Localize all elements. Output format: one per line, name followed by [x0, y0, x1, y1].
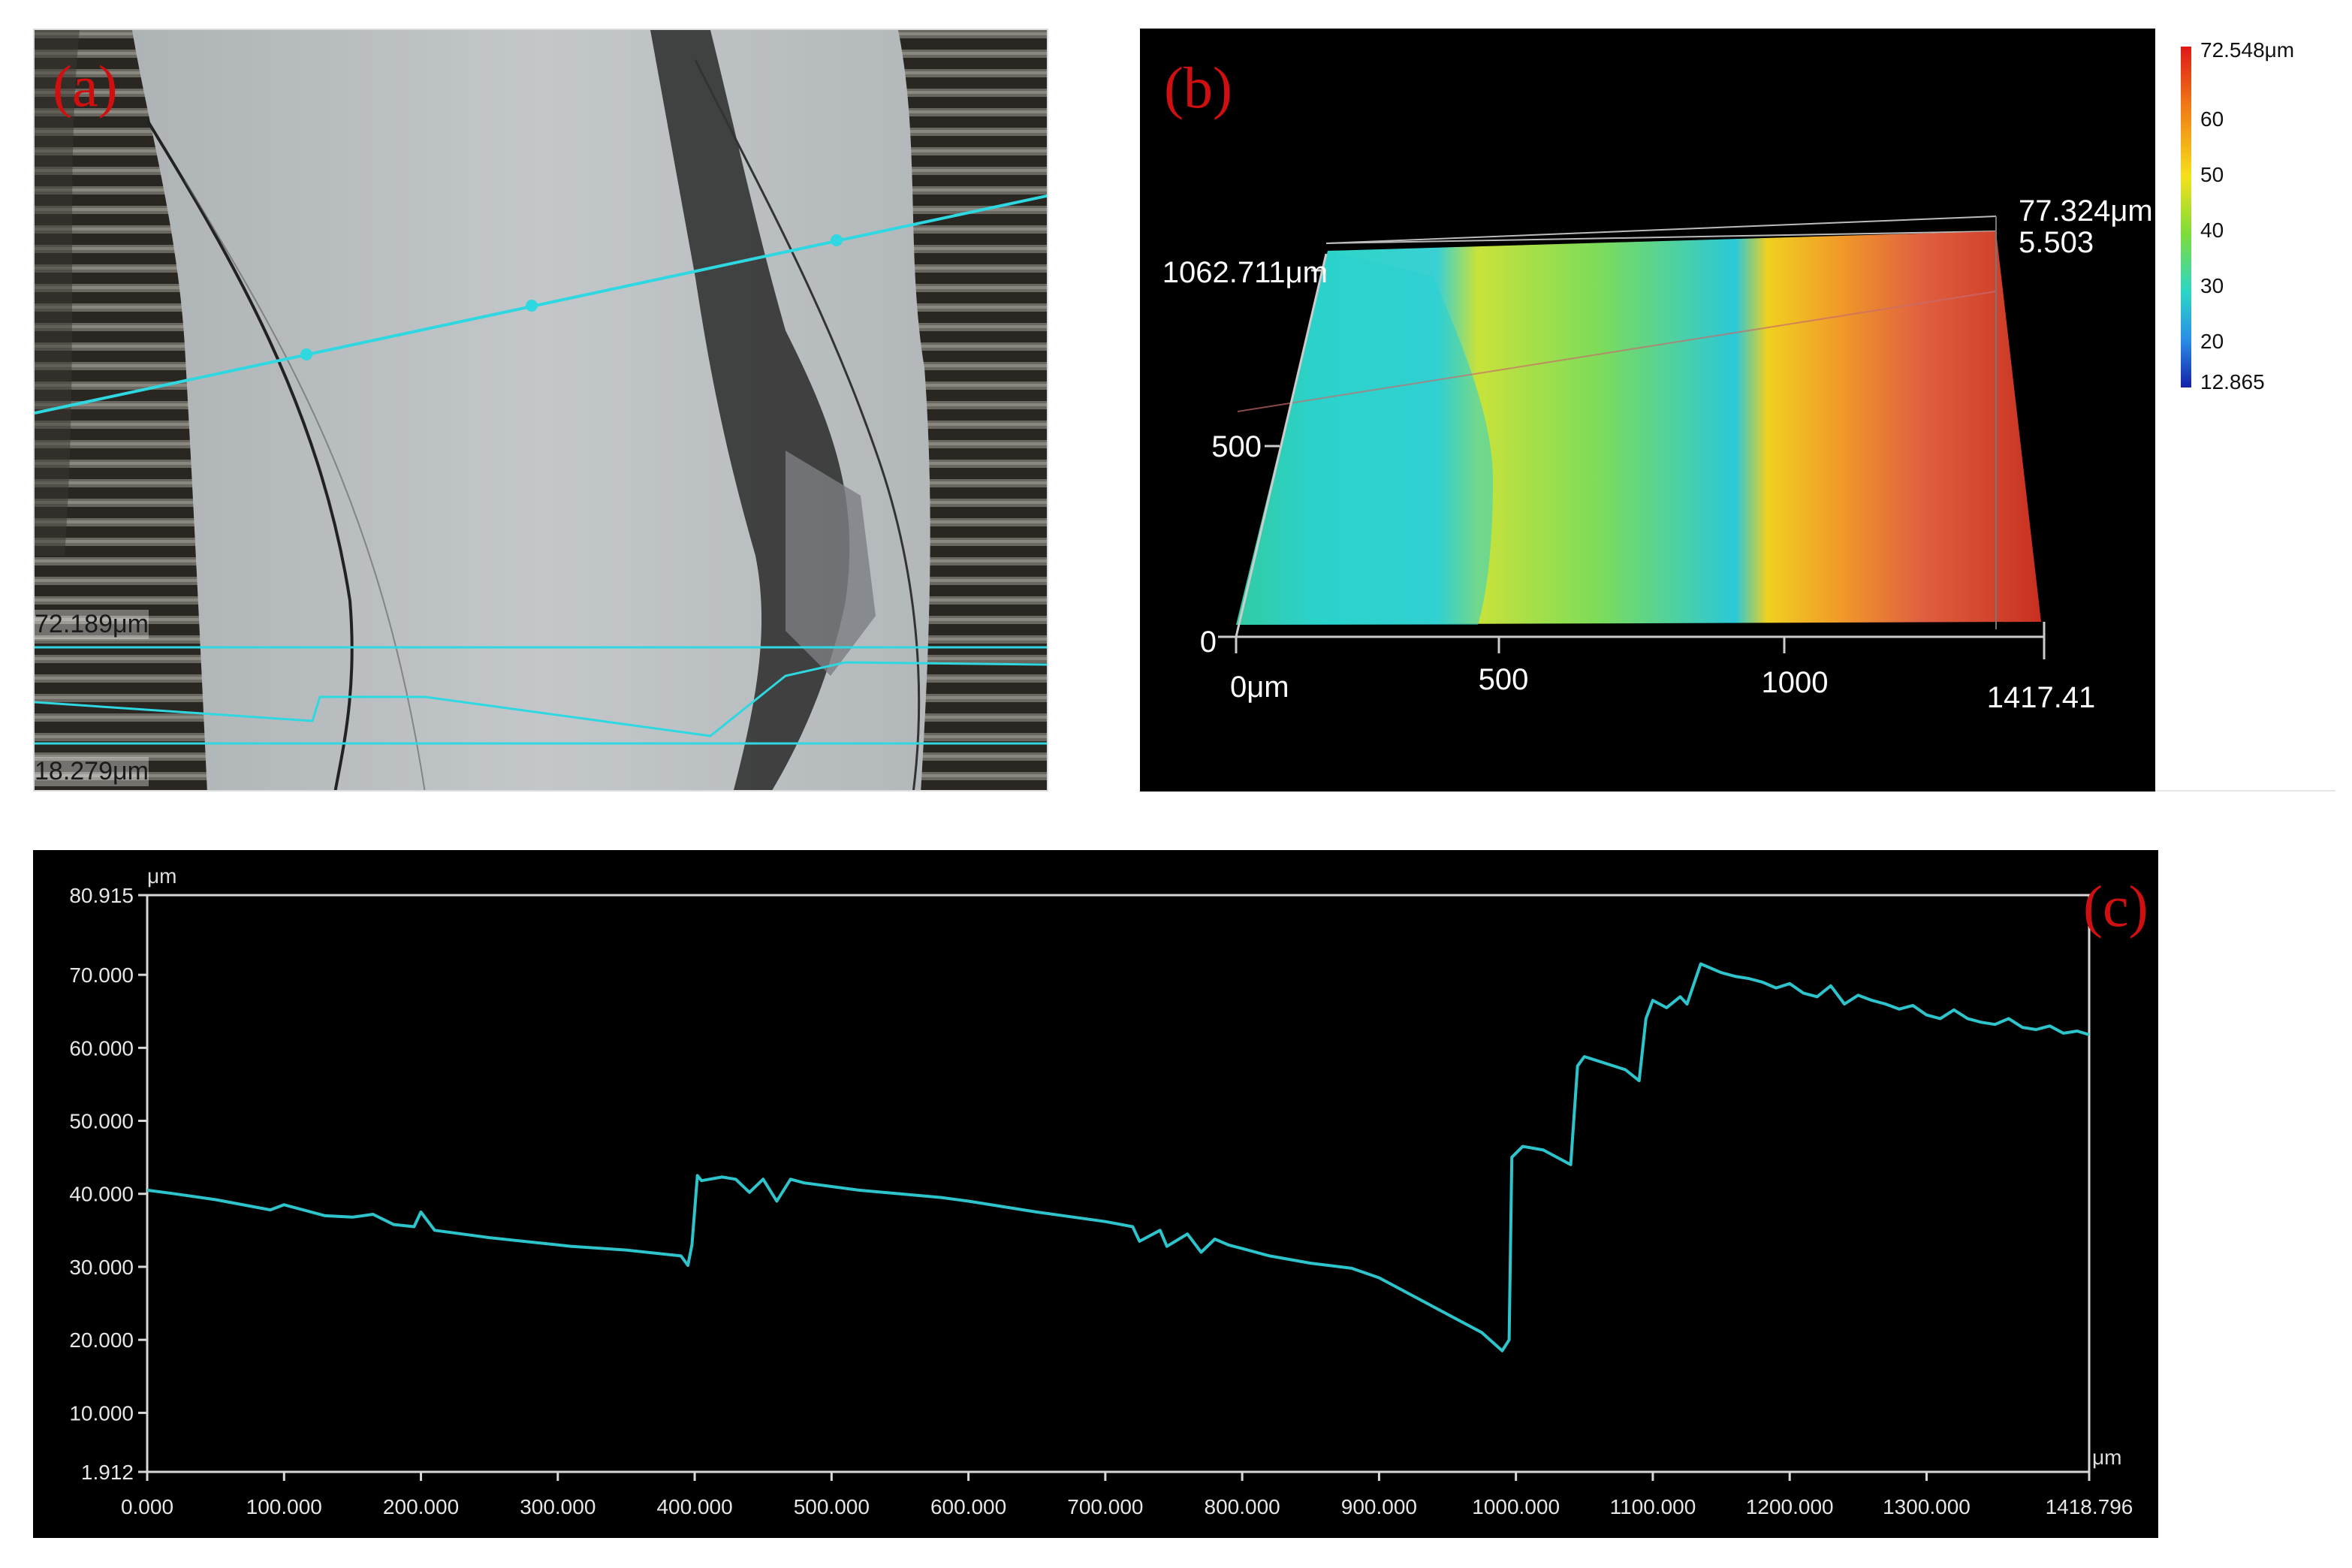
x-tick-label: 1300.000 — [1883, 1495, 1971, 1518]
panel-c-label: (c) — [2083, 873, 2148, 939]
profile-chart-panel: 80.915 70.000 60.000 50.000 40.000 30.000 20.0… — [33, 850, 2158, 1538]
y-unit-label: μm — [147, 864, 176, 888]
colorbar-tick-40: 40 — [2200, 219, 2224, 242]
x-tick-label: 100.000 — [246, 1495, 322, 1518]
colorbar-tick-60: 60 — [2200, 107, 2224, 131]
x-tick-max: 1417.41 — [1987, 681, 2096, 714]
x-tick-500: 500 — [1479, 663, 1529, 696]
x-tick-label: 1418.796 — [2046, 1495, 2133, 1518]
colorbar-max: 72.548μm — [2200, 38, 2294, 62]
y-tick-label: 30.000 — [69, 1256, 134, 1279]
z-top-label: 77.324μm — [2019, 194, 2153, 228]
z-bottom-label: 5.503 — [2019, 226, 2094, 259]
colorbar-min: 12.865 — [2200, 370, 2265, 394]
profile-trace — [35, 661, 1047, 737]
y-tick-label: 50.000 — [69, 1110, 134, 1133]
x-tick-label: 400.000 — [656, 1495, 732, 1518]
y-tick-label: 40.000 — [69, 1183, 134, 1206]
x-tick-label: 300.000 — [520, 1495, 596, 1518]
x-tick-label: 1200.000 — [1746, 1495, 1834, 1518]
y-tick-label: 80.915 — [69, 884, 134, 907]
y-tick-label: 10.000 — [69, 1401, 134, 1425]
colorbar: 72.548μm 60 50 40 30 20 12.865 — [2155, 29, 2335, 792]
left-machined-band — [35, 30, 207, 790]
y-tick-mid: 500 — [1211, 430, 1262, 463]
panel-a-label: (a) — [53, 53, 118, 119]
plot-frame — [146, 894, 2091, 1473]
x-tick-label: 500.000 — [794, 1495, 870, 1518]
x-tick-label: 1000.000 — [1472, 1495, 1560, 1518]
colorbar-tick-20: 20 — [2200, 330, 2224, 353]
y-axis-top: 1062.711μm — [1162, 256, 1328, 289]
colorbar-gradient — [2181, 47, 2191, 387]
profile-chart: 80.915 70.000 60.000 50.000 40.000 30.000 20.0… — [69, 864, 2133, 1518]
y-tick-label: 1.912 — [81, 1461, 134, 1484]
x-unit-label: μm — [2092, 1446, 2121, 1469]
y-tick-label: 20.000 — [69, 1328, 134, 1352]
x-tick-label: 800.000 — [1205, 1495, 1280, 1518]
topography-3d-image: 0 500 1062.711μm 0μm 500 1000 1417.41 77… — [1162, 194, 2153, 714]
x-tick-label: 700.000 — [1067, 1495, 1143, 1518]
x-tick-label: 0.000 — [121, 1495, 173, 1518]
colorbar-tick-50: 50 — [2200, 163, 2224, 186]
scale-max-label: 72.189μm — [35, 610, 149, 639]
y-axis — [1235, 253, 1328, 638]
x-tick-label: 900.000 — [1341, 1495, 1417, 1518]
panel-b-label: (b) — [1164, 55, 1232, 120]
x-tick-0: 0μm — [1230, 671, 1289, 704]
y-tick-label: 70.000 — [69, 963, 134, 987]
optical-micrograph-panel: (a) 72.189μm 18.279μm — [33, 29, 1048, 792]
x-tick-1000: 1000 — [1762, 666, 1829, 699]
x-tick-label: 200.000 — [383, 1495, 459, 1518]
colorbar-svg: 72.548μm 60 50 40 30 20 12.865 — [2181, 38, 2294, 394]
colorbar-tick-30: 30 — [2200, 274, 2224, 297]
profile-line — [35, 194, 1047, 415]
crack-line — [146, 119, 354, 790]
topography-3d-panel: 0 500 1062.711μm 0μm 500 1000 1417.41 77… — [1140, 29, 2155, 792]
x-tick-label: 600.000 — [930, 1495, 1006, 1518]
y-tick-label: 60.000 — [69, 1036, 134, 1060]
profile-series-line — [146, 962, 2090, 1352]
scale-min-label: 18.279μm — [35, 757, 149, 786]
y-tick-zero: 0 — [1200, 626, 1217, 659]
micrograph-image — [35, 30, 1047, 790]
x-tick-label: 1100.000 — [1610, 1495, 1696, 1518]
